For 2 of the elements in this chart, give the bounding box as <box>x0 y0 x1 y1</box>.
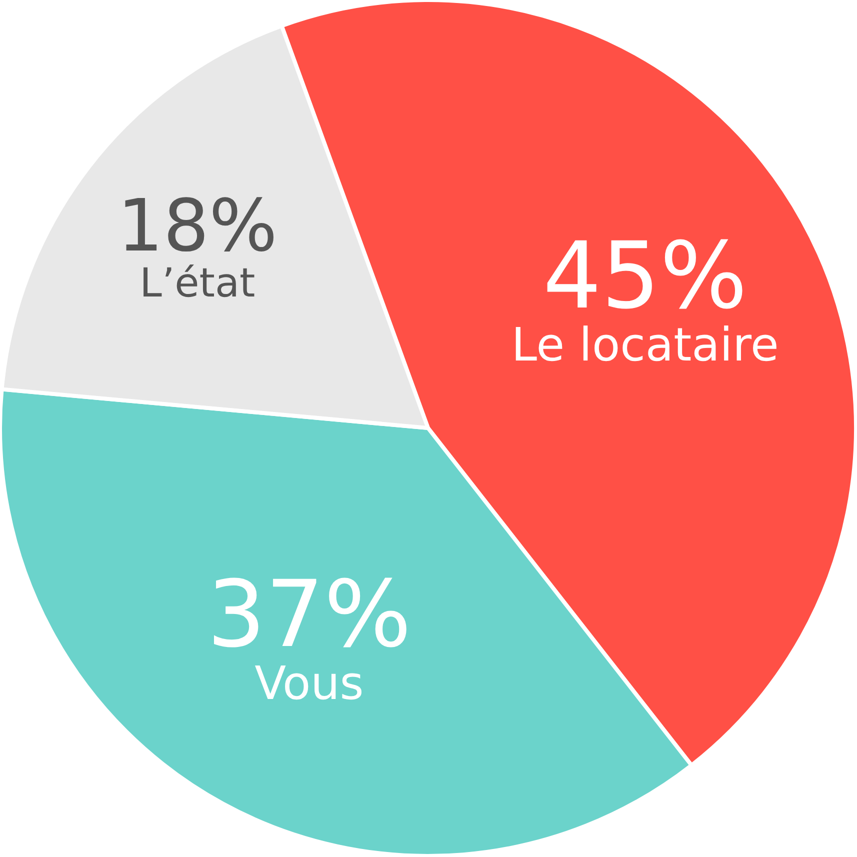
slice-label: Vous <box>254 656 364 710</box>
slice-label: L’état <box>140 260 256 306</box>
